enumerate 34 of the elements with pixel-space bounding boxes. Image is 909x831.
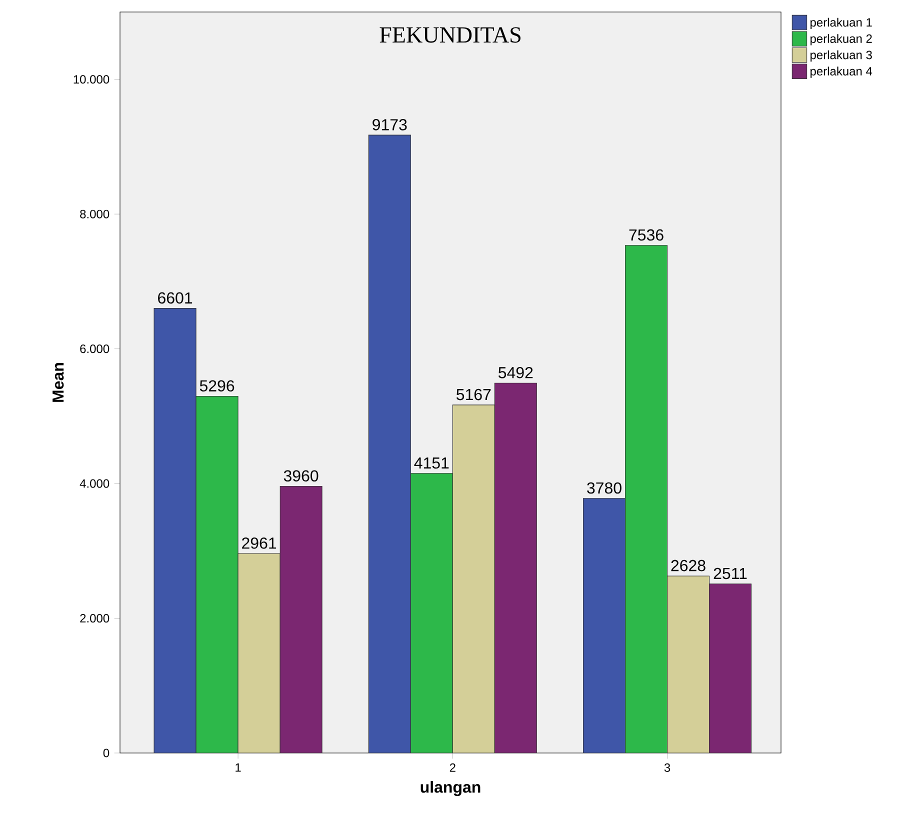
data-label: 5492 <box>498 367 533 378</box>
y-tick-label: 10.000 <box>74 75 110 84</box>
x-axis-title: ulangan <box>420 781 480 796</box>
data-label: 5296 <box>200 380 234 392</box>
x-tick-label: 1 <box>236 763 241 772</box>
data-label: 4151 <box>414 458 449 469</box>
data-label: 7536 <box>629 229 664 241</box>
y-tick-label: 6.000 <box>80 344 110 354</box>
x-tick-label: 3 <box>664 763 670 772</box>
legend-label: perlakuan 2 <box>810 34 872 46</box>
data-label: 3780 <box>587 482 622 494</box>
data-label: 9173 <box>372 119 407 130</box>
bar <box>582 498 626 753</box>
chart-title: FEKUNDITAS <box>380 27 520 43</box>
legend-label: perlakuan 3 <box>810 50 872 62</box>
legend-label: perlakuan 4 <box>810 66 872 78</box>
y-axis-title: Mean <box>52 363 64 402</box>
bar <box>666 576 710 753</box>
y-tick-label: 4.000 <box>80 479 110 488</box>
data-label: 2961 <box>242 538 276 549</box>
y-tick-label: 0 <box>103 748 110 758</box>
bar <box>238 553 280 753</box>
bar <box>368 134 411 753</box>
data-label: 2511 <box>714 568 747 580</box>
bar <box>452 404 495 753</box>
data-label: 6601 <box>158 292 192 304</box>
legend-label: perlakuan 1 <box>810 18 872 30</box>
data-label: 5167 <box>456 388 491 400</box>
y-tick-label: 8.000 <box>80 210 110 218</box>
y-tick-label: 2.000 <box>80 614 110 623</box>
x-tick-label: 2 <box>450 763 456 772</box>
data-label: 2628 <box>671 560 706 572</box>
bar <box>154 308 196 753</box>
data-label: 3960 <box>284 470 318 482</box>
